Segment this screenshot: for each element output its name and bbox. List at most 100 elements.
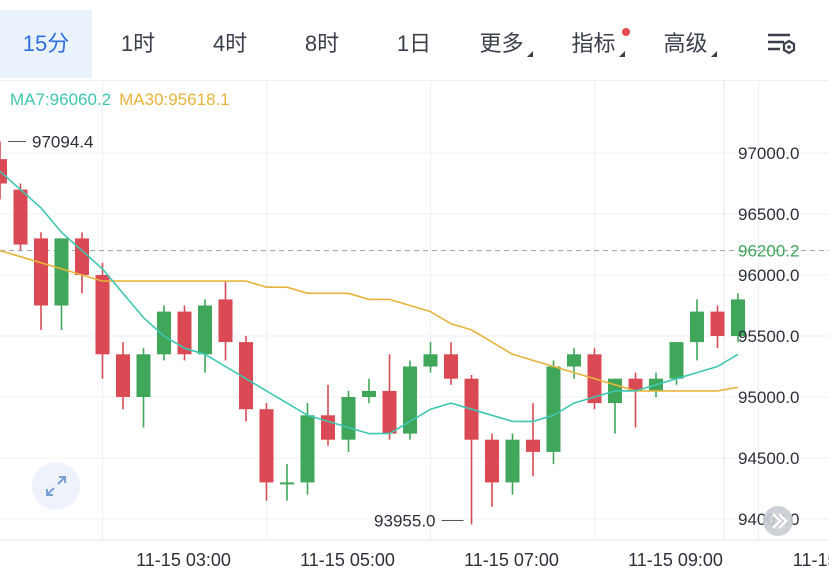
candle-down <box>382 354 397 440</box>
dropdown-caret-icon <box>618 51 625 57</box>
chart-settings-icon[interactable] <box>764 26 798 60</box>
tab-0[interactable]: 15分 <box>0 10 92 78</box>
candle-down <box>218 281 233 361</box>
candle-body <box>690 311 704 343</box>
tab-7[interactable]: 高级 <box>644 10 736 78</box>
candle-down <box>75 232 89 294</box>
candle-up <box>136 348 151 428</box>
candle-down <box>444 342 458 385</box>
candle-down <box>95 262 110 379</box>
candle-up <box>669 342 684 385</box>
candle-body <box>423 354 438 367</box>
tab-label: 高级 <box>663 31 708 56</box>
candle-down <box>321 384 335 446</box>
candle-body <box>505 439 520 483</box>
candles-group <box>0 141 745 525</box>
tab-label: 4时 <box>212 31 248 56</box>
candle-down <box>0 141 7 200</box>
y-tick-label: 97000.0 <box>738 144 799 163</box>
candle-body <box>444 354 458 379</box>
tab-label: 1时 <box>120 31 156 56</box>
tab-label: 指标 <box>571 31 616 56</box>
candle-body <box>382 390 397 434</box>
candle-body <box>300 415 315 483</box>
min-annotation-label: 93955.0 <box>374 511 435 530</box>
candle-body <box>177 311 192 355</box>
candle-body <box>95 275 110 355</box>
candle-up <box>690 299 704 361</box>
scroll-latest-button[interactable] <box>763 506 793 536</box>
candle-up <box>280 464 294 501</box>
candle-down <box>464 375 479 525</box>
ma30-line <box>0 249 739 392</box>
candle-body <box>403 366 417 434</box>
tab-4[interactable]: 1日 <box>368 10 460 78</box>
chevron-right-icon <box>778 513 788 529</box>
ma30-legend-value: MA30:95618.1 <box>119 90 230 109</box>
y-tick-label: 95500.0 <box>738 327 799 346</box>
candle-body <box>198 305 212 355</box>
x-tick-label: 11-15 11:00 <box>793 550 829 570</box>
candle-down <box>485 433 499 507</box>
tab-label: 1日 <box>396 31 432 56</box>
notification-dot-icon <box>622 28 630 36</box>
candle-down <box>628 372 643 428</box>
candle-body <box>710 311 725 336</box>
candle-up <box>567 348 581 379</box>
tab-3[interactable]: 8时 <box>276 10 368 78</box>
dropdown-caret-icon <box>710 51 717 57</box>
candle-body <box>546 366 561 452</box>
candle-body <box>669 342 684 379</box>
y-tick-label: 94500.0 <box>738 449 799 468</box>
tab-2[interactable]: 4时 <box>184 10 276 78</box>
candle-up <box>403 360 417 440</box>
candle-down <box>710 305 725 349</box>
chevron-right-icon <box>772 513 782 529</box>
candle-down <box>116 342 130 410</box>
x-tick-label: 11-15 05:00 <box>300 550 395 570</box>
candle-body <box>485 439 499 483</box>
candle-up <box>157 305 171 361</box>
candle-up <box>362 378 376 404</box>
candle-down <box>177 305 192 361</box>
candle-down <box>34 232 48 330</box>
current-price-label: 96200.2 <box>738 242 799 261</box>
candle-body <box>239 342 253 410</box>
x-tick-label: 11-15 09:00 <box>628 550 723 570</box>
candle-up <box>423 342 438 373</box>
ma-legend: MA7:96060.2 MA30:95618.1 <box>10 90 230 110</box>
candle-up <box>54 238 69 330</box>
expand-chart-button[interactable] <box>32 462 80 510</box>
candle-body <box>567 354 581 367</box>
y-tick-label: 96500.0 <box>738 205 799 224</box>
y-tick-label: 95000.0 <box>738 388 799 407</box>
candle-body <box>362 390 376 397</box>
candle-up <box>341 390 356 452</box>
candle-up <box>731 293 745 343</box>
candle-body <box>341 397 356 440</box>
tab-1[interactable]: 1时 <box>92 10 184 78</box>
dropdown-caret-icon <box>526 51 533 57</box>
tab-label: 更多 <box>479 31 524 56</box>
candle-body <box>259 409 274 483</box>
candle-up <box>300 403 315 495</box>
tab-5[interactable]: 更多 <box>460 10 552 78</box>
candle-body <box>34 238 48 306</box>
max-annotation-label: 97094.4 <box>32 132 93 151</box>
candle-down <box>259 403 274 501</box>
candle-body <box>280 482 294 485</box>
x-tick-label: 11-15 03:00 <box>136 550 231 570</box>
candle-body <box>13 189 28 245</box>
candle-body <box>321 415 335 440</box>
interval-tab-bar: 15分 1时 4时 8时 1日 更多 指标 高级 <box>0 0 829 81</box>
candle-body <box>54 238 69 306</box>
tab-6[interactable]: 指标 <box>552 10 644 78</box>
candle-up <box>198 299 212 373</box>
candle-body <box>157 311 171 355</box>
candle-body <box>218 299 233 343</box>
ma7-legend-value: MA7:96060.2 <box>10 90 112 109</box>
candle-up <box>546 360 561 465</box>
candle-body <box>116 354 130 397</box>
candle-body <box>628 378 643 391</box>
